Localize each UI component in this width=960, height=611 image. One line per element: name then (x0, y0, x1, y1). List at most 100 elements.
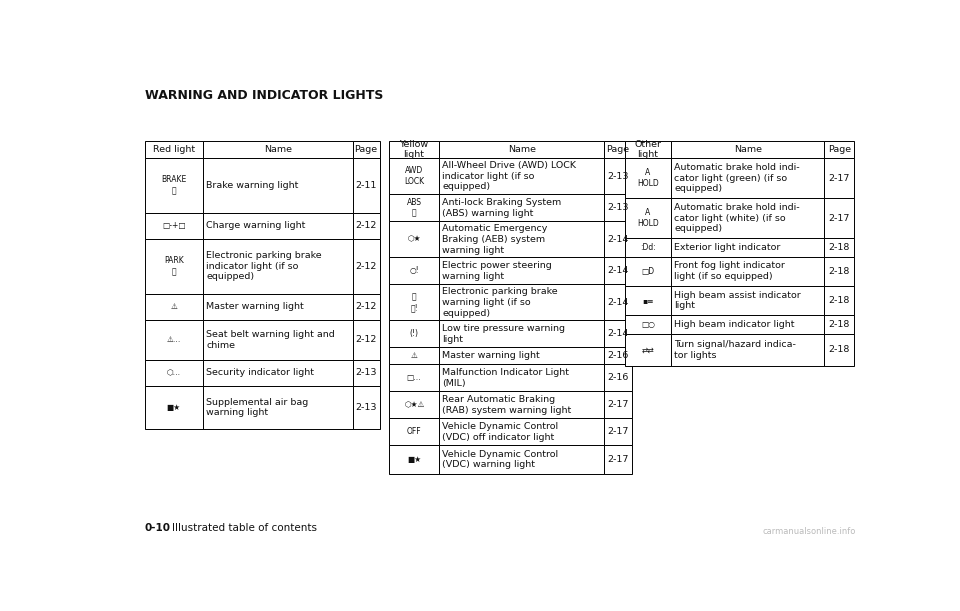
Text: 2-18: 2-18 (828, 243, 850, 252)
Text: □○: □○ (641, 320, 655, 329)
Bar (440, 321, 605, 348)
Text: Rear Automatic Braking
(RAB) system warning light: Rear Automatic Braking (RAB) system warn… (443, 395, 571, 415)
Bar (203, 360, 352, 386)
Text: Yellow
light: Yellow light (399, 140, 429, 159)
Bar (389, 221, 440, 257)
Text: 2-18: 2-18 (828, 267, 850, 276)
Text: 2-13: 2-13 (607, 172, 629, 181)
Text: □D: □D (641, 267, 655, 276)
Text: □…: □… (407, 373, 421, 382)
Text: 2-16: 2-16 (608, 351, 629, 360)
Text: □-+□: □-+□ (162, 221, 185, 230)
Text: A
HOLD: A HOLD (636, 208, 659, 228)
Bar (440, 419, 605, 445)
Bar (389, 391, 440, 419)
Text: 2-17: 2-17 (608, 400, 629, 409)
Bar (671, 198, 825, 238)
Bar (671, 141, 825, 158)
Text: 2-18: 2-18 (828, 345, 850, 354)
Text: Electronic parking brake
warning light (if so
equipped): Electronic parking brake warning light (… (443, 287, 558, 318)
Bar (440, 348, 605, 364)
Bar (671, 315, 825, 334)
Bar (145, 360, 203, 386)
Text: 2-17: 2-17 (828, 174, 850, 183)
Text: Charge warning light: Charge warning light (206, 221, 305, 230)
Bar (605, 321, 632, 348)
Bar (352, 386, 379, 429)
Text: Illustrated table of contents: Illustrated table of contents (158, 523, 317, 533)
Text: 2-12: 2-12 (355, 221, 376, 230)
Text: Electric power steering
warning light: Electric power steering warning light (443, 261, 552, 280)
Text: 2-14: 2-14 (608, 298, 629, 307)
Bar (145, 386, 203, 429)
Text: Brake warning light: Brake warning light (206, 181, 299, 190)
Text: 0-10: 0-10 (145, 523, 171, 533)
Text: Supplemental air bag
warning light: Supplemental air bag warning light (206, 398, 308, 417)
Text: AWD
LOCK: AWD LOCK (404, 166, 424, 186)
Bar (352, 158, 379, 213)
Bar (605, 194, 632, 221)
Bar (145, 320, 203, 360)
Text: 2-17: 2-17 (608, 427, 629, 436)
Text: 2-13: 2-13 (607, 203, 629, 212)
Text: Front fog light indicator
light (if so equipped): Front fog light indicator light (if so e… (674, 262, 785, 281)
Bar (671, 238, 825, 257)
Bar (605, 221, 632, 257)
Bar (605, 391, 632, 419)
Bar (203, 386, 352, 429)
Bar (825, 257, 854, 286)
Text: 2-12: 2-12 (355, 302, 376, 311)
Bar (440, 158, 605, 194)
Text: ▪≡: ▪≡ (642, 296, 654, 305)
Text: 2-18: 2-18 (828, 320, 850, 329)
Text: WARNING AND INDICATOR LIGHTS: WARNING AND INDICATOR LIGHTS (145, 89, 383, 103)
Bar (145, 158, 203, 213)
Text: ⚠…: ⚠… (167, 335, 181, 344)
Bar (671, 334, 825, 366)
Bar (440, 445, 605, 474)
Text: Vehicle Dynamic Control
(VDC) off indicator light: Vehicle Dynamic Control (VDC) off indica… (443, 422, 559, 442)
Bar (440, 364, 605, 391)
Bar (389, 284, 440, 321)
Bar (440, 284, 605, 321)
Text: ⇄⇄: ⇄⇄ (641, 345, 654, 354)
Bar (352, 360, 379, 386)
Bar (145, 239, 203, 293)
Text: Exterior light indicator: Exterior light indicator (674, 243, 780, 252)
Bar (825, 158, 854, 198)
Text: 2-13: 2-13 (355, 403, 377, 412)
Text: Automatic brake hold indi-
cator light (green) (if so
equipped): Automatic brake hold indi- cator light (… (674, 163, 800, 193)
Bar (825, 286, 854, 315)
Bar (625, 158, 671, 198)
Text: Page: Page (354, 145, 377, 154)
Bar (605, 348, 632, 364)
Text: :Dd:: :Dd: (640, 243, 656, 252)
Text: Red light: Red light (153, 145, 195, 154)
Bar (605, 445, 632, 474)
Bar (352, 213, 379, 239)
Bar (145, 293, 203, 320)
Text: Malfunction Indicator Light
(MIL): Malfunction Indicator Light (MIL) (443, 368, 569, 388)
Text: A
HOLD: A HOLD (636, 168, 659, 188)
Bar (605, 419, 632, 445)
Bar (389, 364, 440, 391)
Text: All-Wheel Drive (AWD) LOCK
indicator light (if so
equipped): All-Wheel Drive (AWD) LOCK indicator lig… (443, 161, 576, 191)
Text: 2-14: 2-14 (608, 235, 629, 244)
Bar (605, 364, 632, 391)
Bar (825, 334, 854, 366)
Bar (625, 141, 671, 158)
Text: ⬡★: ⬡★ (407, 235, 420, 244)
Text: High beam indicator light: High beam indicator light (674, 320, 795, 329)
Text: ■★: ■★ (407, 455, 421, 464)
Bar (671, 257, 825, 286)
Bar (389, 141, 440, 158)
Bar (671, 286, 825, 315)
Bar (825, 141, 854, 158)
Bar (625, 198, 671, 238)
Bar (625, 315, 671, 334)
Bar (389, 348, 440, 364)
Bar (389, 321, 440, 348)
Bar (625, 334, 671, 366)
Text: Name: Name (508, 145, 536, 154)
Bar (605, 141, 632, 158)
